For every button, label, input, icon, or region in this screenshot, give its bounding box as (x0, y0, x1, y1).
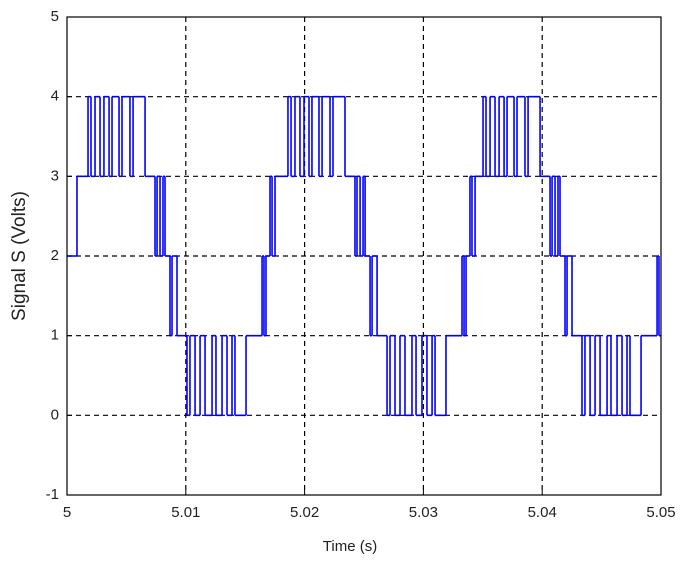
y-tick-label: 2 (51, 247, 59, 264)
y-tick-label: 1 (51, 327, 59, 344)
y-axis-label: Signal S (Volts) (9, 191, 30, 321)
x-tick-label: 5 (63, 504, 71, 521)
y-tick-label: 3 (51, 167, 59, 184)
y-tick-label: 5 (51, 8, 59, 25)
x-tick-label: 5.05 (646, 504, 675, 521)
x-tick-label: 5.02 (290, 504, 319, 521)
y-tick-label: -1 (46, 486, 59, 503)
x-axis-label: Time (s) (323, 538, 377, 555)
y-tick-label: 4 (51, 88, 59, 105)
x-tick-label: 5.01 (171, 504, 200, 521)
x-tick-label: 5.04 (528, 504, 557, 521)
y-tick-label: 0 (51, 406, 59, 423)
plot-frame (66, 16, 662, 496)
x-tick-label: 5.03 (409, 504, 438, 521)
